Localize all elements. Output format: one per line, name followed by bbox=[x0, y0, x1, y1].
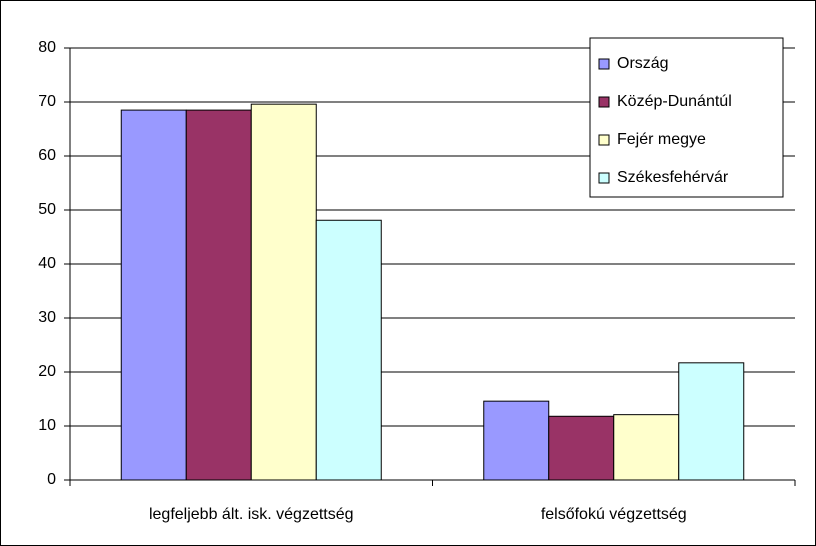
bar bbox=[120, 109, 187, 481]
legend-box bbox=[589, 37, 784, 198]
legend-swatch bbox=[598, 58, 610, 70]
y-tick-label: 70 bbox=[38, 93, 56, 110]
y-tick-label: 80 bbox=[38, 39, 56, 56]
y-tick-label: 60 bbox=[38, 147, 56, 164]
y-tick-label: 50 bbox=[38, 201, 56, 218]
legend-label: Székesfehérvár bbox=[617, 169, 729, 186]
y-tick-label: 30 bbox=[38, 309, 56, 326]
legend-swatch bbox=[598, 134, 610, 146]
bar bbox=[315, 219, 382, 481]
bar bbox=[613, 414, 680, 481]
y-tick-label: 20 bbox=[38, 363, 56, 380]
y-tick-label: 0 bbox=[47, 471, 56, 488]
y-tick-label: 10 bbox=[38, 417, 56, 434]
legend-label: Ország bbox=[617, 55, 669, 72]
bar bbox=[250, 103, 317, 481]
bar bbox=[185, 109, 252, 481]
bar bbox=[548, 415, 615, 481]
x-tick-label: felsőfokú végzettség bbox=[541, 506, 687, 523]
legend-swatch bbox=[598, 172, 610, 184]
legend-label: Fejér megye bbox=[617, 131, 706, 148]
bar bbox=[678, 362, 745, 481]
bar bbox=[483, 400, 550, 481]
y-tick-label: 40 bbox=[38, 255, 56, 272]
legend-label: Közép-Dunántúl bbox=[617, 93, 732, 110]
x-tick-label: legfeljebb ált. isk. végzettség bbox=[149, 506, 354, 523]
legend-swatch bbox=[598, 96, 610, 108]
